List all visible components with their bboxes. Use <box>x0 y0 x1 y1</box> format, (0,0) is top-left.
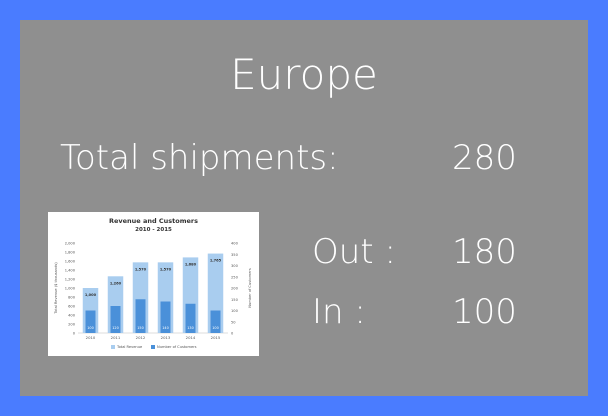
y-tick-label: 1,200 <box>65 278 76 282</box>
legend-swatch-customers <box>151 345 155 349</box>
revenue-data-label: 1,000 <box>85 293 97 297</box>
total-shipments-value: 280 <box>452 138 517 178</box>
customers-data-label: 130 <box>187 326 193 330</box>
total-shipments-label: Total shipments: <box>60 138 339 178</box>
revenue-data-label: 1,680 <box>185 262 197 266</box>
y-right-tick-label: 350 <box>231 253 239 257</box>
customers-bar <box>185 303 196 333</box>
y-tick-label: 800 <box>68 296 76 300</box>
y-right-tick-label: 100 <box>231 309 239 313</box>
in-value: 100 <box>452 292 517 332</box>
chart-subtitle: 2010 - 2015 <box>135 227 172 233</box>
customers-bar <box>110 306 121 333</box>
y-right-tick-label: 150 <box>231 298 239 302</box>
customers-bar <box>160 301 171 333</box>
x-tick-label: 2013 <box>161 335 171 340</box>
y-tick-label: 1,600 <box>65 260 76 264</box>
y-right-tick-label: 400 <box>231 242 239 246</box>
y-right-tick-label: 200 <box>231 287 239 291</box>
legend-label-customers: Number of Customers <box>157 345 197 349</box>
x-tick-label: 2011 <box>111 335 121 340</box>
customers-data-label: 120 <box>112 326 118 330</box>
y-tick-label: 600 <box>68 305 76 309</box>
y-tick-label: 0 <box>73 332 76 336</box>
x-tick-label: 2012 <box>136 335 146 340</box>
y-tick-label: 2,000 <box>65 242 76 246</box>
y-right-tick-label: 250 <box>231 275 239 279</box>
legend-swatch-revenue <box>111 345 115 349</box>
chart-svg: Revenue and Customers 2010 - 2015 0 200 400 6… <box>54 217 252 349</box>
y-tick-label: 1,800 <box>65 251 76 255</box>
y-axis-label: Total Revenue ($ thousands) <box>54 262 58 315</box>
out-value: 180 <box>452 232 517 272</box>
x-tick-label: 2014 <box>186 335 196 340</box>
region-title: Europe <box>230 50 378 99</box>
customers-bar <box>85 310 96 333</box>
y-tick-label: 1,000 <box>65 287 76 291</box>
revenue-data-label: 1,570 <box>135 267 147 271</box>
x-tick-label: 2010 <box>86 335 96 340</box>
customers-data-label: 100 <box>87 326 93 330</box>
y-right-axis-label: Number of Customers <box>248 268 252 308</box>
y-right-tick-label: 50 <box>231 320 236 324</box>
customers-bar <box>135 299 146 333</box>
y-right-tick-label: 300 <box>231 264 239 268</box>
customers-data-label: 140 <box>162 326 168 330</box>
out-label: Out : <box>312 232 396 272</box>
customers-bar <box>210 310 221 333</box>
customers-data-label: 150 <box>137 326 143 330</box>
revenue-data-label: 1,570 <box>160 267 172 271</box>
y-tick-label: 200 <box>68 323 76 327</box>
in-label: In : <box>312 292 366 332</box>
revenue-data-label: 1,260 <box>110 281 122 285</box>
y-tick-label: 1,400 <box>65 269 76 273</box>
revenue-customers-chart: Revenue and Customers 2010 - 2015 0 200 400 6… <box>48 212 259 356</box>
chart-title: Revenue and Customers <box>109 217 198 225</box>
europe-panel: Europe Total shipments: 280 Revenue and … <box>20 20 588 396</box>
x-tick-label: 2015 <box>211 335 221 340</box>
legend-label-revenue: Total Revenue <box>116 345 143 349</box>
revenue-data-label: 1,765 <box>210 259 222 263</box>
y-right-tick-label: 0 <box>231 332 234 336</box>
y-tick-label: 400 <box>68 314 76 318</box>
customers-data-label: 100 <box>212 326 218 330</box>
